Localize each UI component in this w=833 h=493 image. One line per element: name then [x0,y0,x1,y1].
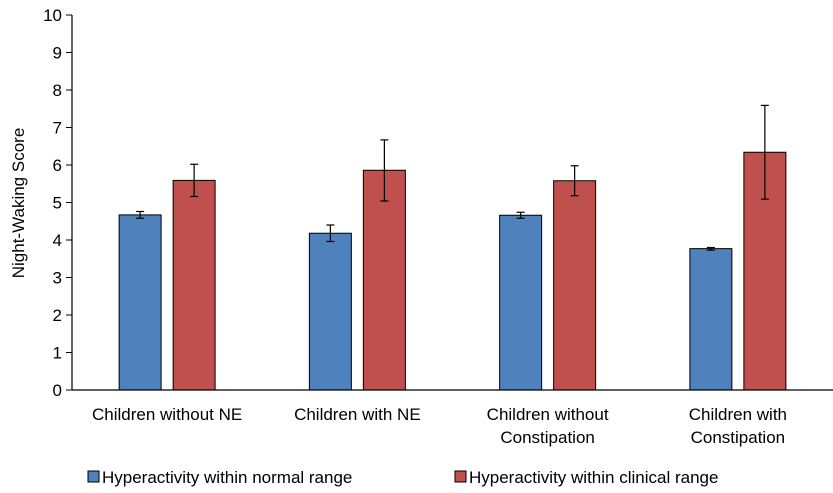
bar [308,232,352,391]
legend-label: Hyperactivity within normal range [102,468,352,487]
y-tick-label: 3 [53,269,62,288]
x-tick-label: Constipation [691,428,786,447]
y-tick-label: 8 [53,81,62,100]
legend: Hyperactivity within normal range Hyperac… [87,468,718,487]
x-tick-label: Children without NE [92,405,242,424]
y-tick-label: 2 [53,306,62,325]
x-tick-label: Children with NE [294,405,421,424]
bar [689,248,733,391]
bar [172,179,216,391]
y-tick-label: 9 [53,44,62,63]
legend-swatch [454,470,467,483]
y-tick-label: 4 [53,231,62,250]
bar [553,180,597,391]
bar [362,169,406,391]
y-axis-label: Night-Waking Score [9,128,28,279]
y-tick-label: 7 [53,119,62,138]
y-tick-label: 10 [43,6,62,25]
y-tick-label: 1 [53,344,62,363]
y-tick-label: 5 [53,194,62,213]
y-tick-label: 6 [53,156,62,175]
x-tick-label: Children without [487,405,609,424]
legend-label: Hyperactivity within clinical range [469,468,718,487]
x-tick-label: Constipation [500,428,595,447]
y-tick-label: 0 [53,381,62,400]
bar [499,214,543,391]
legend-swatch [87,470,100,483]
bar [118,214,162,391]
x-tick-label: Children with [689,405,787,424]
